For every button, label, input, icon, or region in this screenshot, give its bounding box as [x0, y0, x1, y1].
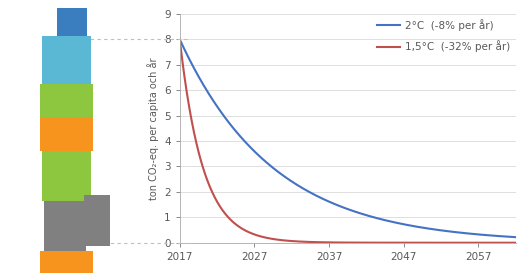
Bar [40, 117, 93, 151]
Bar [57, 8, 88, 39]
Legend: 2°C  (-8% per år), 1,5°C  (-32% per år): 2°C (-8% per år), 1,5°C (-32% per år) [377, 19, 511, 52]
Y-axis label: ton CO₂-eq. per capita och år: ton CO₂-eq. per capita och år [146, 57, 158, 199]
Bar [44, 201, 85, 251]
Bar [40, 251, 93, 273]
Bar [42, 36, 91, 84]
Bar [84, 195, 110, 246]
Bar [40, 84, 93, 117]
Bar [42, 151, 91, 201]
